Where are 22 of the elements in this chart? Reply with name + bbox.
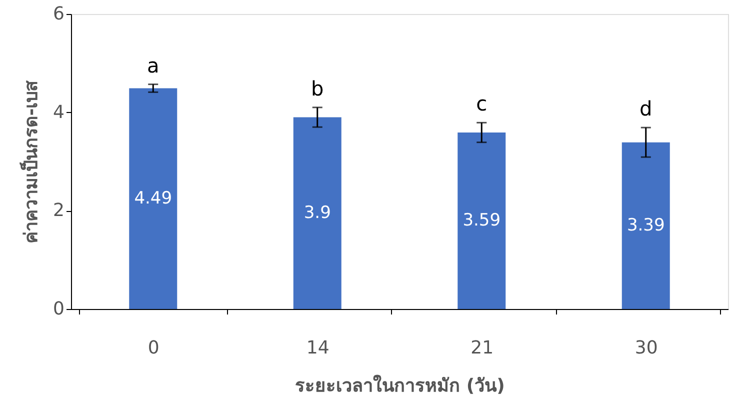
- y-axis-title: ค่าความเป็นกรด-เบส: [19, 79, 42, 244]
- annotation: b: [311, 76, 324, 100]
- x-tick-label: 14: [306, 338, 330, 358]
- bar: [622, 142, 670, 309]
- annotation: c: [476, 92, 488, 116]
- y-tick-label: 4: [53, 102, 64, 123]
- y-tick-label: 0: [53, 298, 64, 320]
- data-label: 3.9: [304, 203, 331, 224]
- bar: [293, 117, 342, 309]
- annotation: d: [640, 96, 652, 121]
- x-tick-label: 0: [148, 338, 160, 358]
- data-label: 3.39: [626, 216, 665, 236]
- bar: [129, 88, 178, 309]
- data-label: 3.59: [462, 210, 501, 231]
- x-tick-label: 30: [634, 338, 658, 358]
- annotation: a: [146, 53, 160, 78]
- y-tick-label: 6: [53, 4, 64, 24]
- x-tick-label: 21: [470, 338, 494, 358]
- data-label: 4.49: [134, 188, 172, 209]
- y-tick-label: 2: [53, 200, 64, 222]
- bar: [458, 132, 506, 309]
- x-axis-title: ระยะเวลาในการหมัก (วัน): [295, 374, 505, 396]
